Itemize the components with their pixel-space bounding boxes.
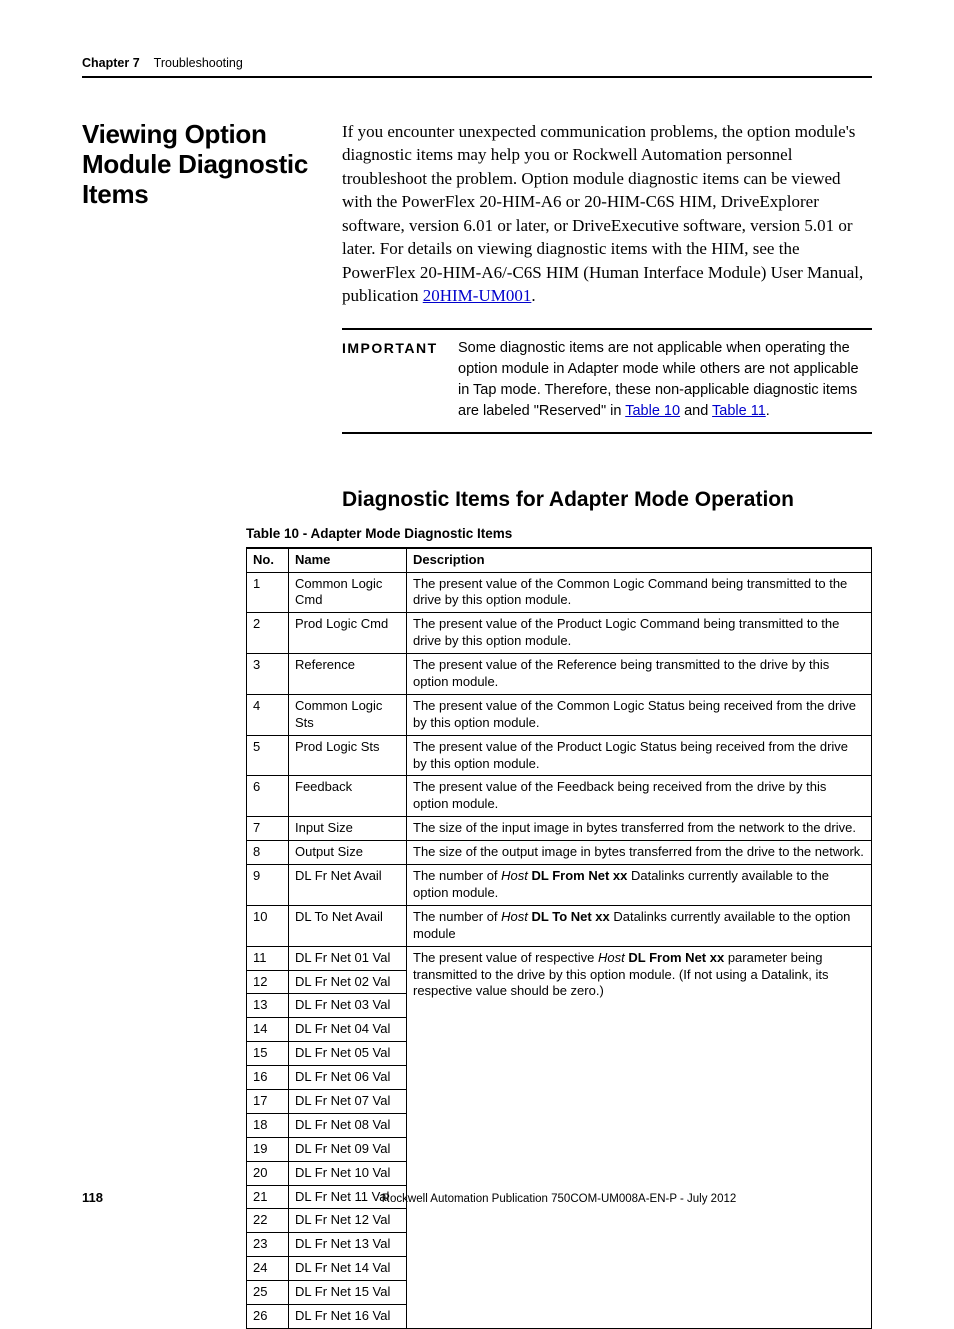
page-number: 118 [82,1190,246,1205]
important-body: Some diagnostic items are not applicable… [458,338,872,422]
cell-no: 26 [247,1304,289,1328]
cell-no: 23 [247,1233,289,1257]
cell-desc: The present value of the Feedback being … [407,776,872,817]
cell-name: DL Fr Net 03 Val [289,994,407,1018]
cell-name: DL To Net Avail [289,905,407,946]
cell-no: 5 [247,735,289,776]
table-row: 4Common Logic StsThe present value of th… [247,694,872,735]
diagnostic-table: No. Name Description 1Common Logic CmdTh… [246,547,872,1329]
cell-name: DL Fr Net 10 Val [289,1161,407,1185]
cell-name: DL Fr Net 01 Val [289,946,407,970]
cell-name: DL Fr Net 08 Val [289,1113,407,1137]
cell-name: Prod Logic Sts [289,735,407,776]
cell-name: DL Fr Net 06 Val [289,1066,407,1090]
section-body: If you encounter unexpected communicatio… [342,120,872,308]
cell-no: 14 [247,1018,289,1042]
cell-no: 19 [247,1137,289,1161]
table-caption: Table 10 - Adapter Mode Diagnostic Items [246,526,872,541]
cell-name: DL Fr Net 09 Val [289,1137,407,1161]
cell-no: 3 [247,654,289,695]
table11-link[interactable]: Table 11 [712,403,766,419]
cell-name: DL Fr Net 04 Val [289,1018,407,1042]
cell-name: DL Fr Net 15 Val [289,1281,407,1305]
cell-name: DL Fr Net 13 Val [289,1233,407,1257]
table-row: 7Input SizeThe size of the input image i… [247,817,872,841]
cell-name: Input Size [289,817,407,841]
cell-desc: The present value of the Common Logic Co… [407,572,872,613]
cell-name: DL Fr Net 05 Val [289,1042,407,1066]
publication-link[interactable]: 20HIM-UM001 [423,286,532,305]
cell-no: 12 [247,970,289,994]
table-row: 11DL Fr Net 01 ValThe present value of r… [247,946,872,970]
cell-no: 22 [247,1209,289,1233]
table10-link[interactable]: Table 10 [625,403,680,419]
cell-name: DL Fr Net 02 Val [289,970,407,994]
cell-no: 18 [247,1113,289,1137]
cell-desc: The present value of the Product Logic C… [407,613,872,654]
chapter-title: Troubleshooting [154,56,243,70]
cell-name: Reference [289,654,407,695]
table-header-row: No. Name Description [247,548,872,572]
col-header-desc: Description [407,548,872,572]
subsection-heading: Diagnostic Items for Adapter Mode Operat… [342,488,872,512]
cell-name: DL Fr Net 07 Val [289,1089,407,1113]
col-header-no: No. [247,548,289,572]
cell-desc: The number of Host DL From Net xx Datali… [407,865,872,906]
important-text-mid: and [680,403,712,419]
section-viewing-diagnostic: Viewing Option Module Diagnostic Items I… [82,120,872,526]
cell-desc: The size of the input image in bytes tra… [407,817,872,841]
cell-no: 16 [247,1066,289,1090]
table-row: 5Prod Logic StsThe present value of the … [247,735,872,776]
cell-no: 8 [247,841,289,865]
cell-no: 4 [247,694,289,735]
table-row: 1Common Logic CmdThe present value of th… [247,572,872,613]
important-text-post: . [766,403,770,419]
cell-no: 11 [247,946,289,970]
cell-name: DL Fr Net 14 Val [289,1257,407,1281]
table-row: 10DL To Net AvailThe number of Host DL T… [247,905,872,946]
cell-name: Output Size [289,841,407,865]
cell-name: Common Logic Cmd [289,572,407,613]
page-footer: 118 Rockwell Automation Publication 750C… [82,1190,872,1205]
cell-no: 13 [247,994,289,1018]
cell-no: 20 [247,1161,289,1185]
cell-no: 1 [247,572,289,613]
important-label: IMPORTANT [342,338,438,422]
cell-desc: The present value of the Common Logic St… [407,694,872,735]
cell-desc: The present value of the Product Logic S… [407,735,872,776]
cell-no: 2 [247,613,289,654]
table-row: 8Output SizeThe size of the output image… [247,841,872,865]
cell-no: 24 [247,1257,289,1281]
cell-name: DL Fr Net Avail [289,865,407,906]
cell-desc-merged: The present value of respective Host DL … [407,946,872,1328]
table-row: 3ReferenceThe present value of the Refer… [247,654,872,695]
important-block: IMPORTANT Some diagnostic items are not … [342,328,872,434]
table-row: 2Prod Logic CmdThe present value of the … [247,613,872,654]
cell-name: Common Logic Sts [289,694,407,735]
cell-no: 6 [247,776,289,817]
cell-name: DL Fr Net 16 Val [289,1304,407,1328]
cell-no: 7 [247,817,289,841]
cell-desc: The present value of the Reference being… [407,654,872,695]
cell-no: 17 [247,1089,289,1113]
cell-name: Feedback [289,776,407,817]
running-header: Chapter 7 Troubleshooting [82,56,872,78]
chapter-label: Chapter 7 [82,56,140,70]
cell-desc: The size of the output image in bytes tr… [407,841,872,865]
cell-no: 25 [247,1281,289,1305]
table-row: 6FeedbackThe present value of the Feedba… [247,776,872,817]
cell-no: 10 [247,905,289,946]
section-heading: Viewing Option Module Diagnostic Items [82,120,310,210]
table-row: 9DL Fr Net AvailThe number of Host DL Fr… [247,865,872,906]
cell-name: Prod Logic Cmd [289,613,407,654]
cell-no: 9 [247,865,289,906]
publication-id: Rockwell Automation Publication 750COM-U… [246,1193,872,1205]
cell-name: DL Fr Net 12 Val [289,1209,407,1233]
section-body-post: . [531,286,535,305]
col-header-name: Name [289,548,407,572]
section-body-text: If you encounter unexpected communicatio… [342,122,863,305]
cell-no: 15 [247,1042,289,1066]
cell-desc: The number of Host DL To Net xx Datalink… [407,905,872,946]
